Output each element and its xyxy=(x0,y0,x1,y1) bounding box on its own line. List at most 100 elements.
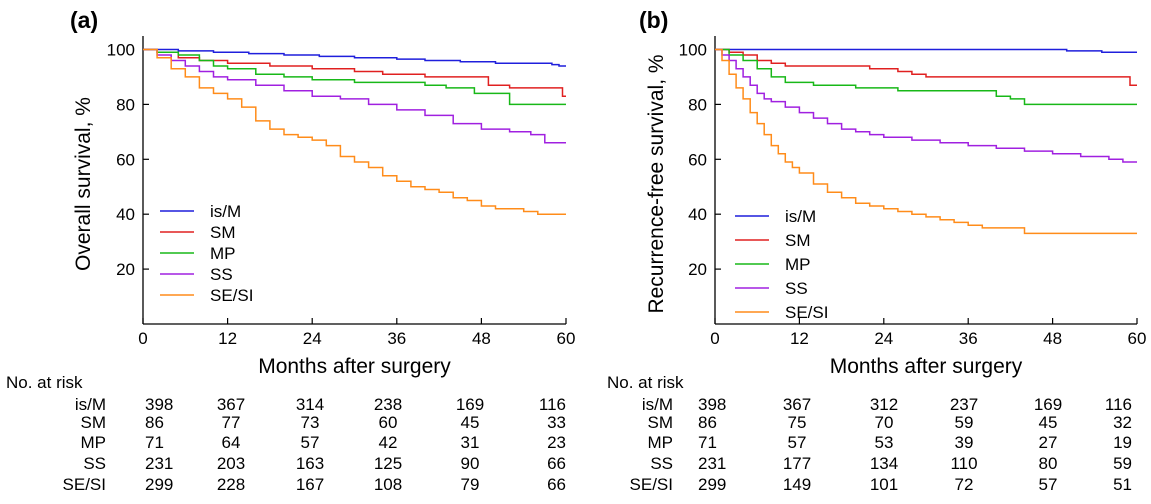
risk-cell: 45 xyxy=(1039,413,1058,432)
risk-row-name: SE/SI xyxy=(63,475,106,494)
y-tick-label: 40 xyxy=(688,205,707,224)
risk-cell: 312 xyxy=(870,395,898,414)
risk-cell: 75 xyxy=(788,413,807,432)
risk-cell: 77 xyxy=(222,413,241,432)
series-line-se-si xyxy=(143,48,566,215)
risk-cell: 167 xyxy=(296,475,324,494)
risk-cell: 79 xyxy=(461,475,480,494)
series-line-ss xyxy=(715,48,1137,163)
risk-cell: 231 xyxy=(698,454,726,473)
legend-label: SE/SI xyxy=(210,286,253,305)
risk-cell: 108 xyxy=(374,475,402,494)
legend-label: SE/SI xyxy=(785,303,828,322)
series-line-mp xyxy=(143,48,566,106)
x-tick-label: 24 xyxy=(874,329,893,348)
x-tick-label: 36 xyxy=(387,329,406,348)
risk-cell: 39 xyxy=(955,433,974,452)
risk-cell: 45 xyxy=(461,413,480,432)
x-tick-label: 36 xyxy=(959,329,978,348)
series-line-se-si xyxy=(715,48,1137,235)
risk-cell: 110 xyxy=(950,454,977,473)
legend-label: MP xyxy=(210,244,236,263)
risk-cell: 57 xyxy=(788,433,807,452)
risk-row-name: SE/SI xyxy=(630,475,673,494)
legend-label: SS xyxy=(210,265,233,284)
risk-cell: 237 xyxy=(950,395,978,414)
risk-cell: 59 xyxy=(955,413,974,432)
legend-label: SM xyxy=(785,231,811,250)
series-line-sm xyxy=(143,48,566,97)
risk-cell: 367 xyxy=(217,395,245,414)
legend-label: MP xyxy=(785,255,811,274)
x-tick-label: 48 xyxy=(472,329,491,348)
risk-row-name: MP xyxy=(81,433,107,452)
risk-cell: 33 xyxy=(547,413,566,432)
legend-label: is/M xyxy=(210,202,241,221)
y-tick-label: 100 xyxy=(679,40,707,59)
risk-row-name: SM xyxy=(81,413,107,432)
risk-cell: 228 xyxy=(217,475,245,494)
risk-cell: 53 xyxy=(875,433,894,452)
risk-cell: 57 xyxy=(301,433,320,452)
risk-cell: 19 xyxy=(1113,433,1132,452)
x-tick-label: 60 xyxy=(557,329,576,348)
panel-a: (a) 0 12 24 36 48 60 20 40 60 80 100 Months after su… xyxy=(6,7,575,494)
risk-cell: 314 xyxy=(296,395,324,414)
risk-cell: 31 xyxy=(461,433,480,452)
x-tick-label: 48 xyxy=(1043,329,1062,348)
y-tick-label: 60 xyxy=(688,150,707,169)
legend-label: SS xyxy=(785,279,808,298)
risk-cell: 86 xyxy=(145,413,164,432)
y-tick-label: 80 xyxy=(116,95,135,114)
risk-cell: 367 xyxy=(783,395,811,414)
risk-cell: 42 xyxy=(379,433,398,452)
risk-cell: 86 xyxy=(698,413,717,432)
risk-cell: 149 xyxy=(783,475,811,494)
risk-cell: 299 xyxy=(145,475,173,494)
panel-label: (b) xyxy=(639,7,668,33)
x-tick-label: 0 xyxy=(138,329,147,348)
risk-cell: 71 xyxy=(698,433,717,452)
risk-table-title: No. at risk xyxy=(607,373,684,392)
x-tick-label: 12 xyxy=(790,329,809,348)
risk-cell: 398 xyxy=(698,395,726,414)
risk-cell: 73 xyxy=(301,413,320,432)
risk-row-name: MP xyxy=(648,433,674,452)
risk-cell: 125 xyxy=(374,454,402,473)
y-tick-label: 80 xyxy=(688,95,707,114)
series-line-mp xyxy=(715,48,1137,106)
legend-label: is/M xyxy=(785,207,816,226)
risk-cell: 299 xyxy=(698,475,726,494)
y-tick-label: 20 xyxy=(116,260,135,279)
risk-row-name: SS xyxy=(650,454,673,473)
risk-cell: 238 xyxy=(374,395,402,414)
x-tick-label: 0 xyxy=(710,329,719,348)
legend-label: SM xyxy=(210,223,236,242)
risk-cell: 203 xyxy=(217,454,245,473)
risk-cell: 27 xyxy=(1039,433,1058,452)
risk-cell: 116 xyxy=(1105,395,1132,414)
series-line-is-m xyxy=(143,48,566,67)
y-tick-label: 20 xyxy=(688,260,707,279)
x-axis-label: Months after surgery xyxy=(830,355,1023,378)
risk-cell: 134 xyxy=(870,454,898,473)
risk-row-name: is/M xyxy=(75,395,106,414)
series-line-sm xyxy=(715,48,1137,86)
risk-cell: 64 xyxy=(222,433,241,452)
risk-row-name: SM xyxy=(648,413,674,432)
risk-cell: 398 xyxy=(145,395,173,414)
risk-cell: 66 xyxy=(547,475,566,494)
series-line-is-m xyxy=(715,48,1137,53)
risk-cell: 70 xyxy=(875,413,894,432)
risk-cell: 101 xyxy=(870,475,898,494)
risk-table-title: No. at risk xyxy=(6,373,83,392)
risk-cell: 80 xyxy=(1039,454,1058,473)
risk-cell: 23 xyxy=(547,433,566,452)
series-line-ss xyxy=(143,48,566,144)
risk-cell: 60 xyxy=(379,413,398,432)
y-axis-label: Recurrence-free survival, % xyxy=(645,54,668,313)
risk-cell: 163 xyxy=(296,454,324,473)
risk-cell: 169 xyxy=(1034,395,1062,414)
risk-cell: 51 xyxy=(1113,475,1132,494)
